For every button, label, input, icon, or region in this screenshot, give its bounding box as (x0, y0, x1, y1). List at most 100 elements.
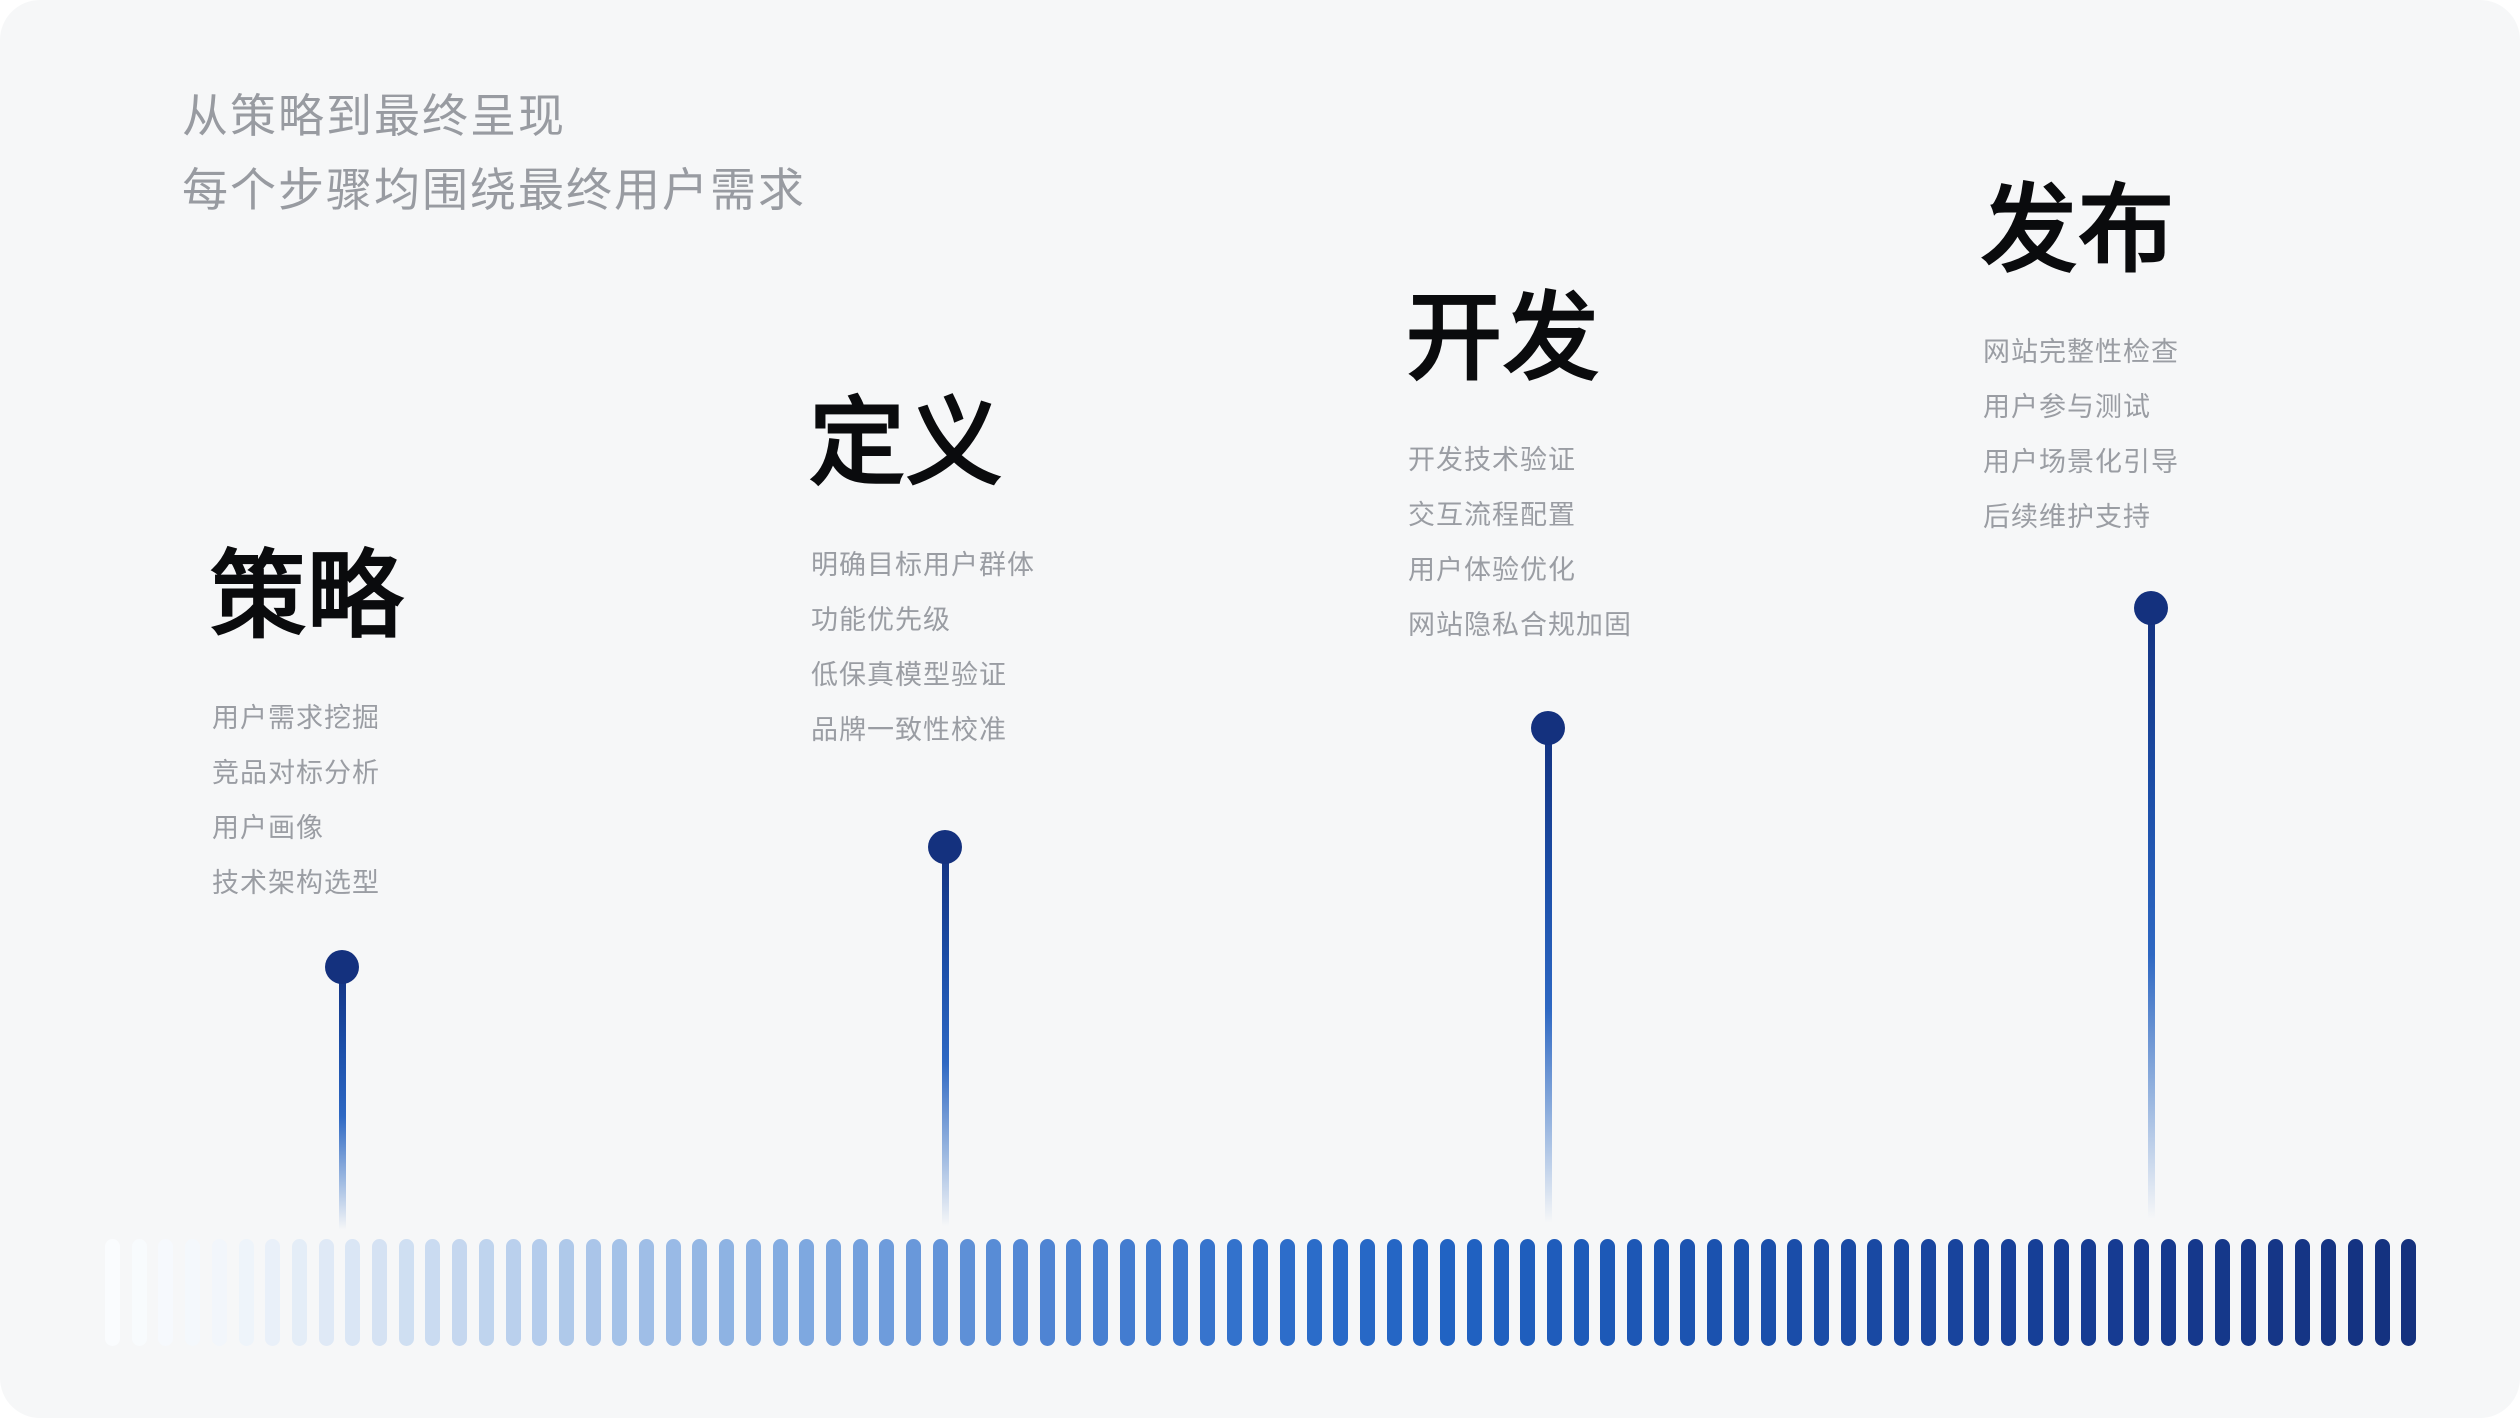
gradient-bar (1814, 1239, 1829, 1346)
gradient-bar (158, 1239, 174, 1346)
stage-define-item-list: 明确目标用户群体 功能优先级 低保真模型验证 品牌一致性校准 (811, 538, 1035, 758)
gradient-bar (1760, 1239, 1776, 1346)
timeline-stem-strategy (338, 967, 346, 1238)
stage-define-title: 定义 (809, 390, 1003, 497)
stage-item: 交互流程配置 (1408, 500, 1576, 530)
gradient-bar (1306, 1239, 1322, 1346)
gradient-bar (1520, 1239, 1536, 1346)
gradient-bar (2161, 1239, 2177, 1346)
gradient-bar (2054, 1239, 2070, 1346)
gradient-bar (906, 1239, 922, 1346)
gradient-bar (1173, 1239, 1189, 1346)
gradient-bar (2214, 1239, 2230, 1346)
timeline-stem-define (941, 847, 949, 1238)
gradient-bar (558, 1239, 574, 1346)
gradient-bar (2027, 1239, 2043, 1346)
stage-item: 用户画像 (212, 813, 324, 843)
gradient-bar (1119, 1239, 1135, 1346)
stage-item: 网站隐私合规加固 (1408, 610, 1632, 640)
gradient-bar (825, 1239, 841, 1346)
gradient-bar (1386, 1239, 1402, 1346)
gradient-bar (2267, 1239, 2283, 1346)
stage-item: 功能优先级 (811, 605, 951, 635)
timeline-dot-develop (1531, 711, 1565, 745)
intro-subtitle: 从策略到最终呈现 每个步骤均围绕最终用户需求 (182, 79, 806, 227)
gradient-bar (1546, 1239, 1562, 1346)
gradient-bar (1146, 1239, 1162, 1346)
gradient-bar (1840, 1239, 1856, 1346)
stage-strategy-title: 策略 (210, 543, 404, 650)
gradient-bar (2401, 1239, 2417, 1346)
gradient-bar (852, 1239, 868, 1346)
gradient-bar (291, 1239, 307, 1346)
gradient-bar (692, 1239, 708, 1346)
gradient-bar (1226, 1239, 1242, 1346)
gradient-bar (1360, 1239, 1376, 1346)
intro-line-1: 从策略到最终呈现 (182, 90, 566, 142)
gradient-bar (532, 1239, 548, 1346)
stage-item: 品牌一致性校准 (811, 715, 1007, 745)
stage-define: 定义 明确目标用户群体 功能优先级 低保真模型验证 品牌一致性校准 (809, 396, 1035, 758)
timeline-stem-launch (2147, 608, 2155, 1238)
stage-item: 开发技术验证 (1408, 445, 1576, 475)
gradient-bar (585, 1239, 601, 1346)
gradient-bar (1894, 1239, 1910, 1346)
gradient-bar (1947, 1239, 1963, 1346)
gradient-bar (1493, 1239, 1509, 1346)
stage-launch-title: 发布 (1981, 177, 2175, 284)
timeline-dot-define (928, 830, 962, 864)
timeline-gradient-bars (105, 1239, 2417, 1346)
gradient-bar (1466, 1239, 1482, 1346)
gradient-bar (398, 1239, 414, 1346)
stage-item: 低保真模型验证 (811, 660, 1007, 690)
gradient-bar (2241, 1239, 2257, 1346)
stage-launch: 发布 网站完整性检查 用户参与测试 用户场景化引导 后续维护支持 (1981, 183, 2179, 545)
gradient-bar (1066, 1239, 1082, 1346)
gradient-bar (211, 1239, 227, 1346)
gradient-bar (452, 1239, 468, 1346)
gradient-bar (505, 1239, 521, 1346)
intro-line-2: 每个步骤均围绕最终用户需求 (182, 164, 806, 216)
gradient-bar (2081, 1239, 2097, 1346)
gradient-bar (1653, 1239, 1669, 1346)
gradient-bar (1413, 1239, 1429, 1346)
gradient-bar (1199, 1239, 1215, 1346)
gradient-bar (265, 1239, 281, 1346)
stage-develop-item-list: 开发技术验证 交互流程配置 用户体验优化 网站隐私合规加固 (1408, 433, 1632, 653)
stage-item: 用户场景化引导 (1983, 447, 2179, 477)
stage-item: 网站完整性检查 (1983, 337, 2179, 367)
stage-item: 用户体验优化 (1408, 555, 1576, 585)
gradient-bar (1012, 1239, 1028, 1346)
gradient-bar (2187, 1239, 2203, 1346)
gradient-bar (2107, 1239, 2123, 1346)
gradient-bar (745, 1239, 761, 1346)
gradient-bar (1787, 1239, 1803, 1346)
stage-item: 后续维护支持 (1983, 502, 2151, 532)
gradient-bar (1974, 1239, 1990, 1346)
gradient-bar (879, 1239, 895, 1346)
gradient-bar (1573, 1239, 1589, 1346)
gradient-bar (959, 1239, 975, 1346)
gradient-bar (1279, 1239, 1295, 1346)
stage-strategy: 策略 用户需求挖掘 竞品对标分析 用户画像 技术架构选型 (210, 549, 404, 911)
gradient-bar (345, 1239, 361, 1346)
stage-launch-item-list: 网站完整性检查 用户参与测试 用户场景化引导 后续维护支持 (1983, 325, 2179, 545)
gradient-bar (1600, 1239, 1616, 1346)
gradient-bar (1039, 1239, 1055, 1346)
gradient-bar (425, 1239, 441, 1346)
gradient-bar (185, 1239, 201, 1346)
gradient-bar (318, 1239, 334, 1346)
gradient-bar (2348, 1239, 2364, 1346)
stage-strategy-item-list: 用户需求挖掘 竞品对标分析 用户画像 技术架构选型 (212, 691, 404, 911)
gradient-bar (719, 1239, 735, 1346)
timeline-dot-launch (2134, 591, 2168, 625)
gradient-bar (2134, 1239, 2150, 1346)
gradient-bar (1627, 1239, 1643, 1346)
gradient-bar (1093, 1239, 1109, 1346)
timeline-stem-develop (1544, 728, 1552, 1238)
gradient-bar (105, 1239, 120, 1346)
gradient-bar (612, 1239, 628, 1346)
stage-develop: 开发 开发技术验证 交互流程配置 用户体验优化 网站隐私合规加固 (1406, 291, 1632, 653)
gradient-bar (772, 1239, 788, 1346)
